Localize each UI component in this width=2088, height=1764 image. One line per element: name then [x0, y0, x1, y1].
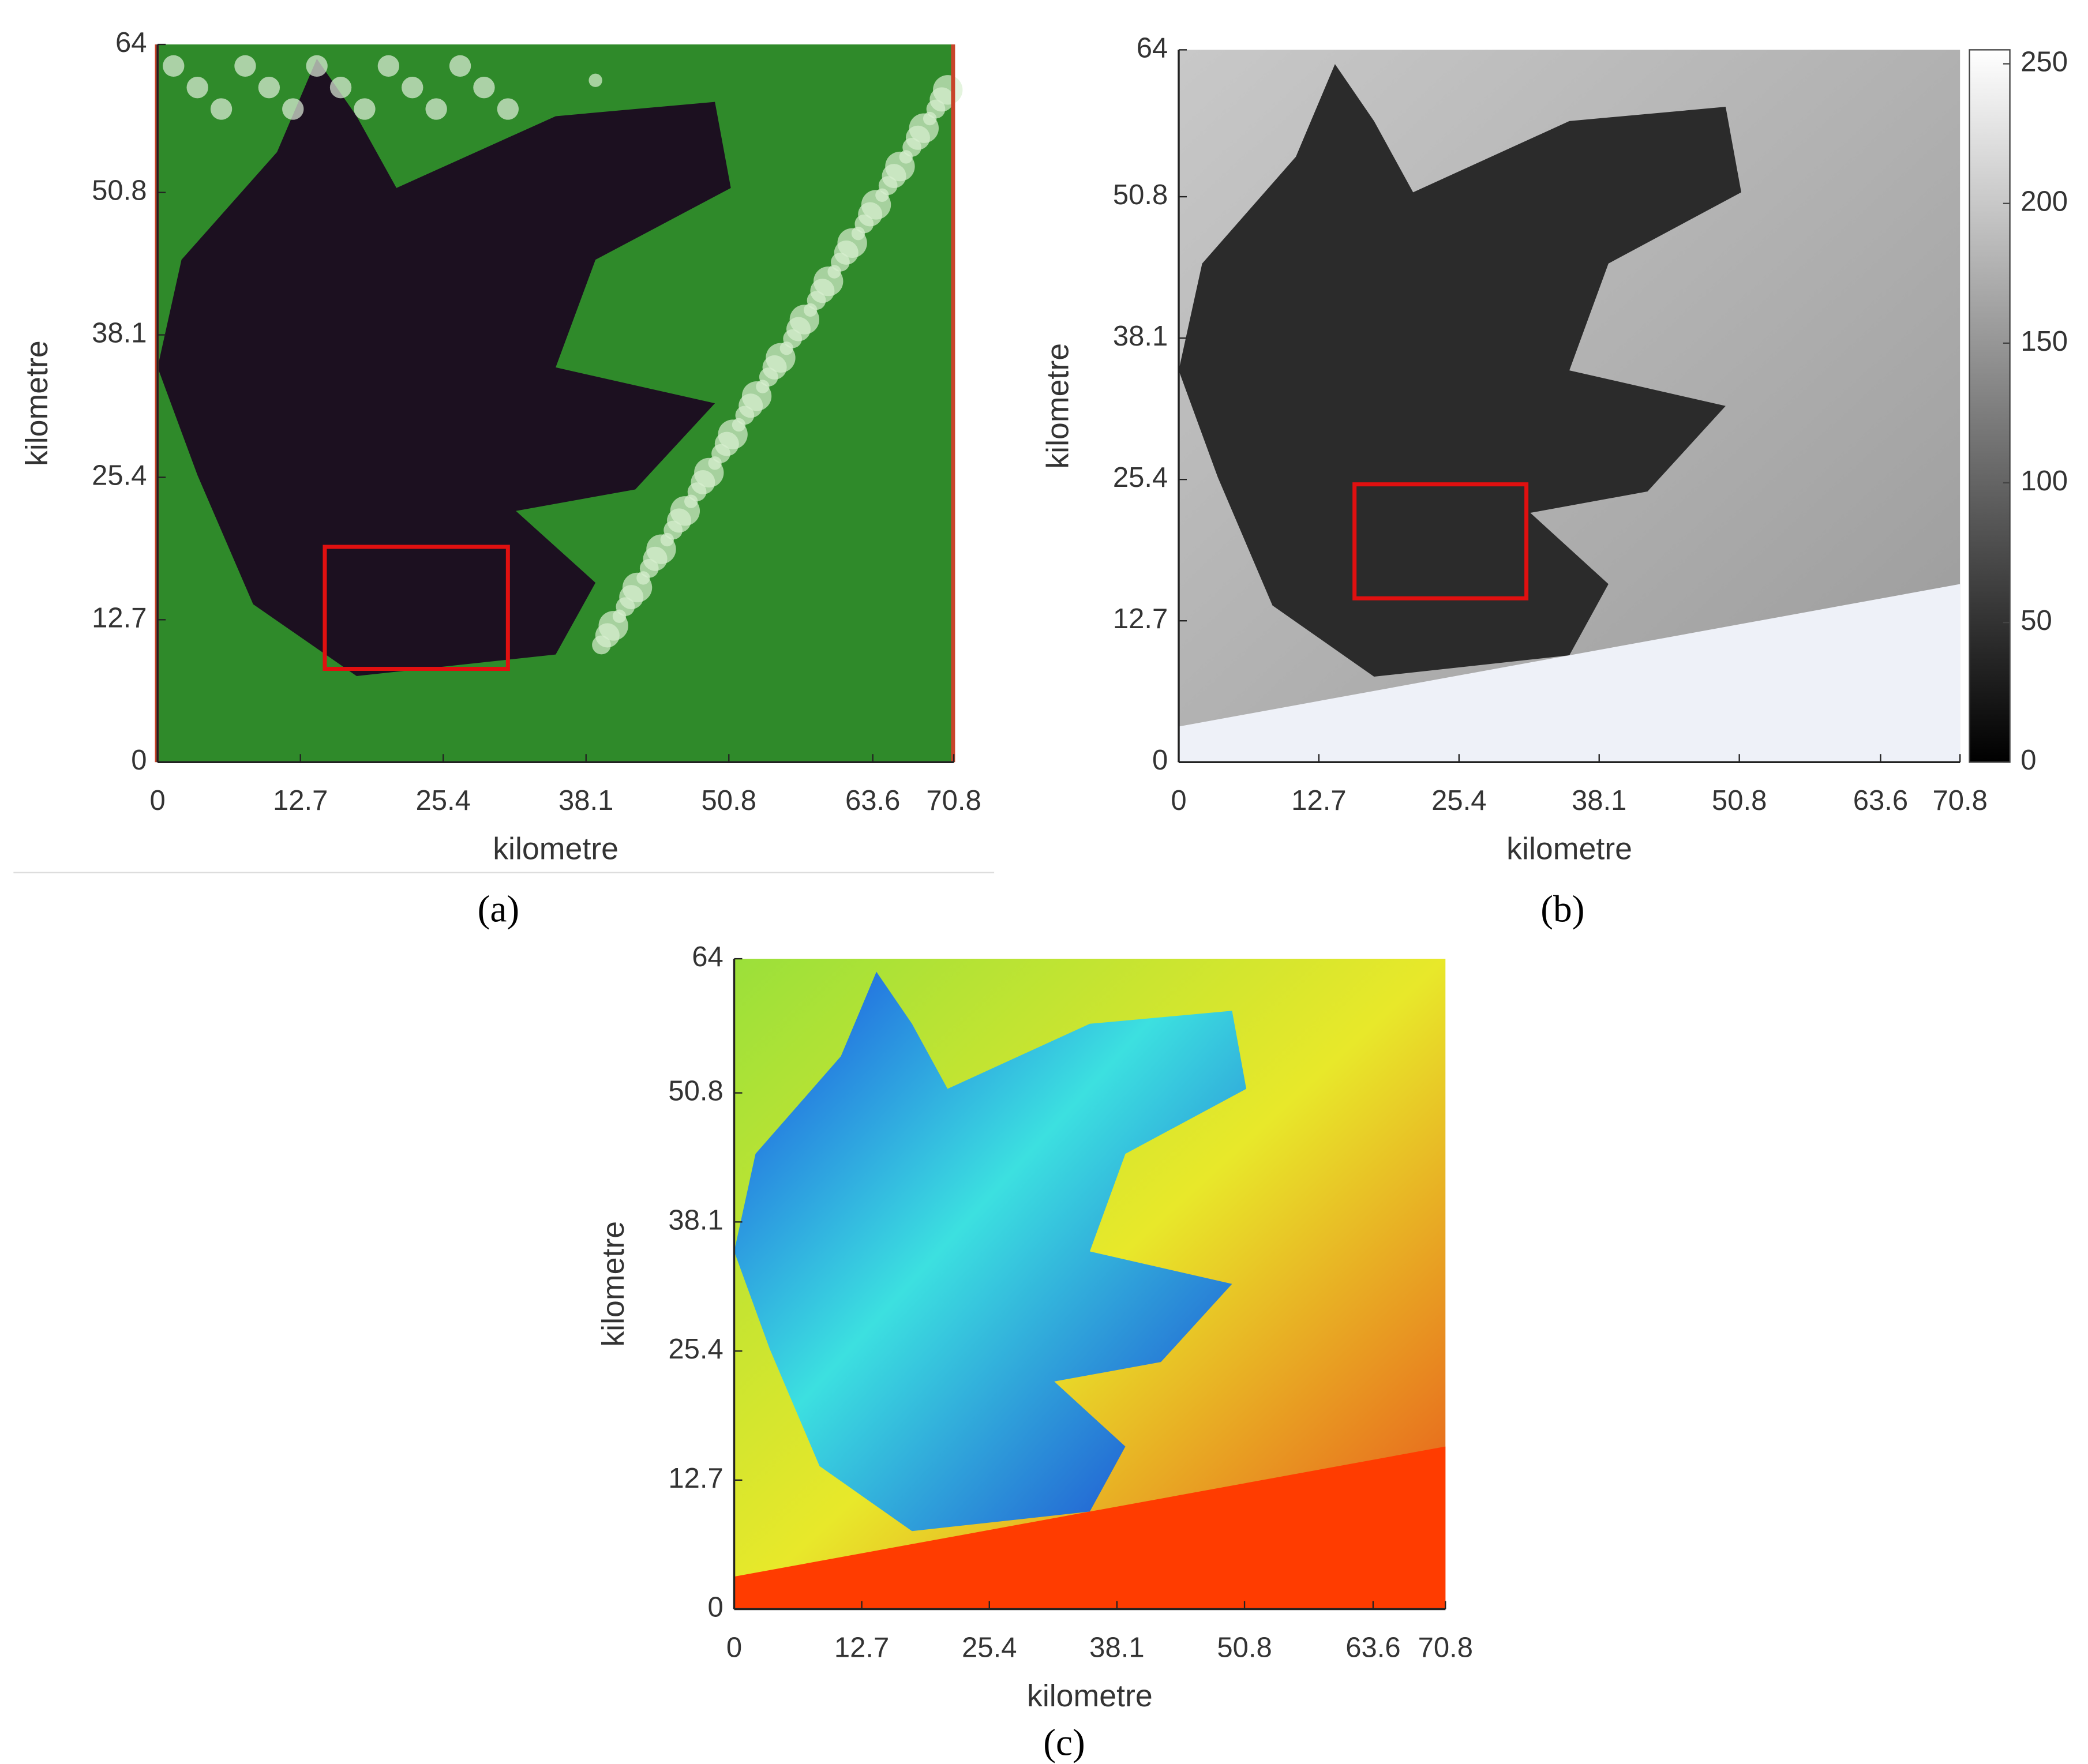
x-axis-label: kilometre [1506, 832, 1632, 866]
y-axis-label: kilometre [596, 1221, 631, 1347]
y-tick-label: 64 [692, 941, 724, 973]
y-tick-label: 12.7 [668, 1463, 723, 1494]
x-axis-label: kilometre [493, 832, 618, 866]
image-edge [951, 44, 955, 763]
lake [734, 971, 1247, 1532]
y-tick-label: 25.4 [668, 1334, 723, 1365]
x-tick-label: 0 [726, 1632, 742, 1664]
cloud [163, 55, 185, 77]
panel-caption: (c) [1043, 1722, 1085, 1764]
x-tick-label: 70.8 [1418, 1632, 1473, 1664]
x-tick-label: 63.6 [1345, 1632, 1400, 1664]
cloud [663, 520, 683, 540]
y-axis-label: kilometre [1041, 343, 1075, 469]
y-tick-label: 38.1 [1113, 321, 1168, 352]
y-tick-label: 38.1 [668, 1204, 723, 1236]
x-tick-label: 12.7 [1291, 785, 1346, 816]
colorbar-tick-label: 50 [2020, 605, 2052, 636]
colorbar-tick-label: 250 [2020, 47, 2068, 78]
cloud [882, 164, 906, 189]
cloud [354, 98, 376, 120]
cloud [779, 341, 793, 355]
x-tick-label: 12.7 [273, 785, 328, 816]
region-box [1352, 482, 1529, 600]
y-tick-label: 64 [1137, 32, 1168, 63]
x-tick-label: 38.1 [1089, 1632, 1144, 1664]
cloud [858, 202, 883, 227]
x-tick-label: 70.8 [926, 785, 981, 816]
cloud [588, 73, 602, 87]
lake [1178, 64, 1742, 677]
y-tick-label: 64 [115, 27, 147, 58]
cloud [473, 77, 495, 99]
colorbar-tick-label: 150 [2020, 326, 2068, 357]
cloud [402, 77, 423, 99]
colorbar-tick-label: 200 [2020, 186, 2068, 217]
cloud [691, 470, 715, 495]
cloud [804, 303, 818, 317]
colorbar-tick-label: 0 [2020, 745, 2036, 776]
y-tick-label: 50.8 [668, 1076, 723, 1107]
colorbar-tick-label: 100 [2020, 466, 2068, 497]
cloud [282, 98, 304, 120]
x-tick-label: 25.4 [416, 785, 471, 816]
y-tick-label: 50.8 [1113, 179, 1168, 211]
y-tick-label: 50.8 [92, 175, 147, 207]
cloud [449, 55, 471, 77]
y-tick-label: 25.4 [1113, 462, 1168, 493]
no-data-region [1178, 584, 1960, 763]
x-tick-label: 25.4 [1431, 785, 1486, 816]
y-tick-label: 0 [131, 745, 147, 776]
x-tick-label: 38.1 [1572, 785, 1626, 816]
cloud [258, 77, 280, 99]
y-tick-label: 0 [708, 1592, 724, 1623]
panel-caption: (a) [478, 889, 520, 930]
cloud [497, 98, 519, 120]
cloud [377, 55, 400, 77]
y-tick-label: 12.7 [92, 602, 147, 633]
cloud [933, 75, 963, 105]
y-tick-label: 12.7 [1113, 603, 1168, 635]
lake [158, 58, 731, 676]
x-tick-label: 0 [1171, 785, 1186, 816]
y-tick-label: 0 [1152, 745, 1168, 776]
cloud [306, 55, 328, 77]
y-tick-label: 38.1 [92, 318, 147, 349]
cloud [741, 381, 772, 411]
colorbar [1969, 49, 2011, 763]
x-tick-label: 38.1 [558, 785, 613, 816]
x-tick-label: 70.8 [1932, 785, 1987, 816]
cloud [210, 98, 233, 120]
x-tick-label: 63.6 [845, 785, 900, 816]
x-tick-label: 63.6 [1853, 785, 1908, 816]
x-tick-label: 50.8 [702, 785, 756, 816]
cloud [639, 558, 659, 578]
panel-caption: (b) [1540, 889, 1584, 930]
y-tick-label: 25.4 [92, 460, 147, 491]
cloud [186, 77, 208, 99]
x-tick-label: 25.4 [962, 1632, 1017, 1664]
y-axis-label: kilometre [20, 340, 54, 466]
cloud [909, 113, 939, 143]
x-tick-label: 50.8 [1217, 1632, 1272, 1664]
cloud [718, 419, 748, 449]
region-box [323, 545, 510, 671]
cloud [831, 253, 850, 272]
x-tick-label: 12.7 [834, 1632, 889, 1664]
x-tick-label: 50.8 [1712, 785, 1767, 816]
x-axis-label: kilometre [1027, 1679, 1153, 1713]
cloud [329, 77, 352, 99]
cloud [612, 609, 627, 623]
no-data-region [734, 1446, 1446, 1609]
cloud [425, 98, 447, 120]
cloud [234, 55, 256, 77]
x-tick-label: 0 [150, 785, 166, 816]
